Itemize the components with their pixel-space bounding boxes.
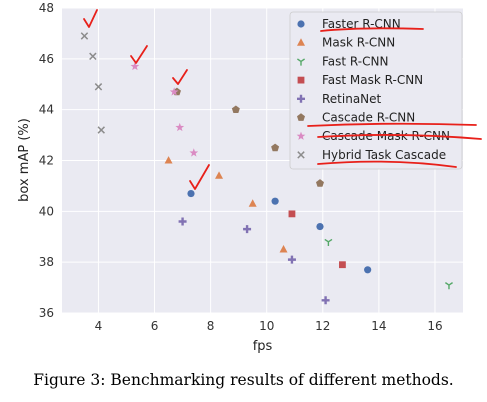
data-point <box>315 179 324 187</box>
hand-drawn-annotations <box>83 9 482 190</box>
data-point <box>444 282 453 290</box>
legend-marker <box>297 113 305 121</box>
x-tick-label: 6 <box>151 319 159 333</box>
legend-item: Cascade R-CNN <box>297 111 415 125</box>
data-point <box>288 210 296 218</box>
y-tick-label: 38 <box>39 255 54 269</box>
legend-marker <box>297 151 305 159</box>
series-faster-r-cnn <box>187 189 372 274</box>
data-point <box>271 197 279 205</box>
data-point <box>231 105 240 114</box>
data-point <box>279 245 288 253</box>
series-cascade-mask-r-cnn <box>130 61 199 157</box>
data-point <box>364 266 372 274</box>
legend-marker <box>297 58 305 66</box>
y-tick-label: 44 <box>39 103 54 117</box>
legend-frame <box>289 11 463 170</box>
red-underline-annotation <box>317 160 457 168</box>
y-tick-label: 42 <box>39 154 54 168</box>
y-tick-label: 40 <box>39 204 54 218</box>
legend-marker <box>297 20 305 28</box>
figure-caption: Figure 3: Benchmarking results of differ… <box>33 371 454 389</box>
data-point <box>316 222 324 231</box>
x-tick-label: 14 <box>371 319 386 333</box>
data-point <box>94 83 103 91</box>
x-axis-label: fps <box>253 339 273 354</box>
red-underline-annotation <box>307 122 477 127</box>
legend-label: Hybrid Task Cascade <box>322 148 446 162</box>
legend-item: Mask R-CNN <box>297 36 395 50</box>
legend-label: Mask R-CNN <box>322 36 395 50</box>
data-points <box>80 32 453 305</box>
legend-label: RetinaNet <box>322 92 382 106</box>
data-point <box>80 32 89 40</box>
data-point <box>339 261 346 269</box>
y-tick-label: 48 <box>39 1 54 15</box>
legend-label: Cascade Mask R-CNN <box>322 129 450 143</box>
red-underline-annotation <box>317 134 482 140</box>
legend-label: Fast Mask R-CNN <box>322 73 423 87</box>
data-point <box>248 199 257 207</box>
y-axis-label: box mAP (%) <box>17 118 32 202</box>
x-tick-label: 4 <box>95 319 103 333</box>
y-tick-label: 46 <box>39 52 54 66</box>
legend-label: Fast R-CNN <box>322 54 388 68</box>
x-tick-label: 12 <box>315 319 330 333</box>
data-point <box>324 238 333 247</box>
legend-marker <box>297 94 305 103</box>
data-point <box>243 225 252 234</box>
data-point <box>97 126 105 134</box>
x-tick-label: 8 <box>207 319 215 333</box>
data-point <box>271 143 280 152</box>
legend-marker <box>297 38 305 46</box>
legend-item: Hybrid Task Cascade <box>297 148 446 162</box>
series-mask-r-cnn <box>164 156 288 253</box>
data-point <box>175 122 185 132</box>
red-underline-annotation <box>320 27 424 32</box>
data-point <box>169 87 179 96</box>
legend-item: Fast Mask R-CNN <box>297 73 423 87</box>
data-point <box>89 52 97 61</box>
data-point <box>130 61 140 71</box>
data-point <box>187 189 195 198</box>
series-fast-mask-r-cnn <box>288 210 346 269</box>
data-point <box>287 255 296 264</box>
legend-item: Fast R-CNN <box>297 54 388 68</box>
series-hybrid-task-cascade <box>80 32 105 134</box>
red-checkmark-annotation <box>83 9 98 28</box>
legend-item: Cascade Mask R-CNN <box>296 129 450 143</box>
red-checkmark-annotation <box>130 45 148 64</box>
data-point <box>215 171 224 179</box>
red-checkmark-annotation <box>172 69 188 85</box>
data-point <box>164 156 173 164</box>
legend-label: Cascade R-CNN <box>322 111 415 125</box>
data-point <box>321 296 330 305</box>
series-retinanet <box>178 217 330 305</box>
data-point <box>178 217 187 226</box>
x-tick-label: 16 <box>427 319 442 333</box>
y-tick-label: 36 <box>39 306 54 320</box>
legend-item: RetinaNet <box>297 92 382 106</box>
series-fast-r-cnn <box>324 238 453 290</box>
legend-marker <box>296 131 306 140</box>
legend-marker <box>297 76 305 84</box>
x-tick-label: 10 <box>259 319 274 333</box>
data-point <box>189 148 199 157</box>
red-checkmark-annotation <box>189 164 210 190</box>
